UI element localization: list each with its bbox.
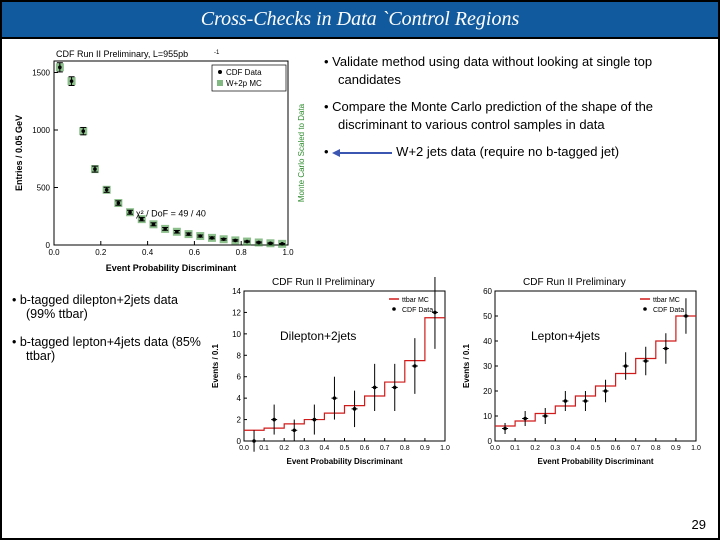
main-chart: 0500100015000.00.20.40.60.81.0Event Prob… [12,45,312,275]
svg-text:Monte Carlo Scaled to Data: Monte Carlo Scaled to Data [297,103,306,202]
svg-text:W+2p MC: W+2p MC [226,79,262,88]
svg-text:1000: 1000 [32,126,50,135]
svg-text:30: 30 [483,362,492,371]
arrow-left-icon [332,148,392,158]
svg-text:0.7: 0.7 [380,445,390,452]
svg-text:0.8: 0.8 [400,445,410,452]
upper-row: 0500100015000.00.20.40.60.81.0Event Prob… [2,39,718,275]
svg-text:1.0: 1.0 [440,445,450,452]
svg-text:1500: 1500 [32,69,50,78]
bullet-dilepton: b-tagged dilepton+2jets data (99% ttbar) [12,293,202,321]
svg-text:4: 4 [237,394,242,403]
svg-text:0.4: 0.4 [320,445,330,452]
svg-text:CDF Data: CDF Data [653,307,684,314]
svg-text:0.2: 0.2 [530,445,540,452]
svg-text:10: 10 [483,412,492,421]
svg-text:8: 8 [237,351,242,360]
svg-text:10: 10 [232,330,241,339]
svg-text:14: 14 [232,287,241,296]
svg-text:Event Probability Discriminant: Event Probability Discriminant [106,263,237,273]
lower-row: b-tagged dilepton+2jets data (99% ttbar)… [2,277,718,467]
svg-text:Events / 0.1: Events / 0.1 [211,343,220,388]
svg-text:CDF Data: CDF Data [402,307,433,314]
bullet-compare: Compare the Monte Carlo prediction of th… [324,98,704,133]
svg-text:6: 6 [237,373,242,382]
svg-text:20: 20 [483,387,492,396]
svg-text:60: 60 [483,287,492,296]
slide-title: Cross-Checks in Data `Control Regions [2,2,718,39]
svg-text:40: 40 [483,337,492,346]
svg-text:0.2: 0.2 [279,445,289,452]
svg-text:CDF Run II Preliminary, L=955p: CDF Run II Preliminary, L=955pb [56,49,188,59]
svg-text:0.8: 0.8 [236,248,248,257]
svg-text:0.3: 0.3 [550,445,560,452]
svg-text:-1: -1 [214,50,220,56]
svg-text:50: 50 [483,312,492,321]
svg-text:ttbar MC: ttbar MC [402,297,429,304]
svg-text:0.4: 0.4 [142,248,154,257]
svg-text:1.0: 1.0 [691,445,701,452]
svg-text:1.0: 1.0 [282,248,294,257]
svg-text:0.9: 0.9 [420,445,430,452]
svg-text:CDF Data: CDF Data [226,68,262,77]
svg-text:0.1: 0.1 [259,445,269,452]
svg-text:12: 12 [232,308,241,317]
caption-lepton4jets: Lepton+4jets [531,329,600,343]
svg-text:2: 2 [237,416,242,425]
caption-prelim-1: CDF Run II Preliminary [272,277,375,288]
svg-text:Entries / 0.05 GeV: Entries / 0.05 GeV [14,115,24,191]
svg-text:χ² / DoF = 49 / 40: χ² / DoF = 49 / 40 [136,208,206,218]
svg-text:Event Probability Discriminant: Event Probability Discriminant [286,457,402,466]
svg-text:ttbar MC: ttbar MC [653,297,680,304]
svg-text:0.6: 0.6 [360,445,370,452]
caption-prelim-2: CDF Run II Preliminary [523,277,626,288]
svg-text:0.5: 0.5 [591,445,601,452]
svg-text:0.2: 0.2 [95,248,107,257]
svg-text:0.6: 0.6 [189,248,201,257]
svg-text:0.9: 0.9 [671,445,681,452]
svg-text:Events / 0.1: Events / 0.1 [462,343,471,388]
svg-text:0.4: 0.4 [571,445,581,452]
svg-text:Event Probability Discriminant: Event Probability Discriminant [537,457,653,466]
small-chart-dilepton: CDF Run II Preliminary Dilepton+2jets 02… [208,277,453,467]
svg-text:0.1: 0.1 [510,445,520,452]
svg-text:0.8: 0.8 [651,445,661,452]
bullet-validate: Validate method using data without looki… [324,53,704,88]
caption-dilepton: Dilepton+2jets [280,329,356,343]
svg-text:0.5: 0.5 [340,445,350,452]
svg-text:500: 500 [37,184,51,193]
page-number: 29 [692,517,706,532]
bullet-lepton4jets: b-tagged lepton+4jets data (85% ttbar) [12,335,202,363]
svg-text:0.3: 0.3 [299,445,309,452]
upper-bullets: Validate method using data without looki… [320,45,708,275]
bullet-wjets: W+2 jets data (require no b-tagged jet) [324,143,704,161]
lower-bullets: b-tagged dilepton+2jets data (99% ttbar)… [12,277,202,467]
svg-text:0.0: 0.0 [239,445,249,452]
svg-text:0.0: 0.0 [490,445,500,452]
svg-text:0.7: 0.7 [631,445,641,452]
small-chart-lepton4jets: CDF Run II Preliminary Lepton+4jets 0102… [459,277,704,467]
svg-text:0.6: 0.6 [611,445,621,452]
svg-text:0.0: 0.0 [48,248,60,257]
